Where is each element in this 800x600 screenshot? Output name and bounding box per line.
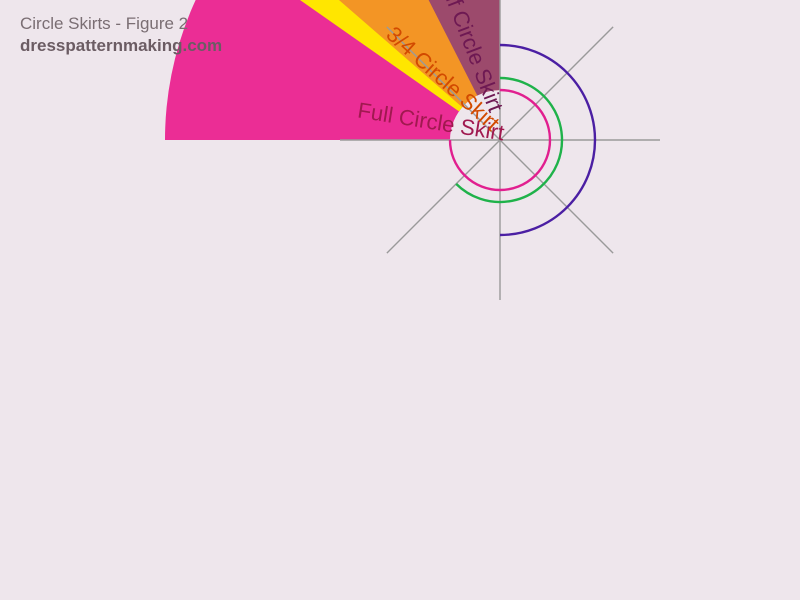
circle-skirt-diagram: Full Circle Skirt3/4 Circle SkirtHalf Ci… — [0, 0, 800, 600]
guide-line — [500, 27, 613, 140]
figure-title: Circle Skirts - Figure 2 — [20, 14, 188, 34]
guide-line — [500, 140, 613, 253]
diagram-stage: Circle Skirts - Figure 2 dresspatternmak… — [0, 0, 800, 600]
site-attribution: dresspatternmaking.com — [20, 36, 222, 56]
guide-line — [387, 140, 500, 253]
